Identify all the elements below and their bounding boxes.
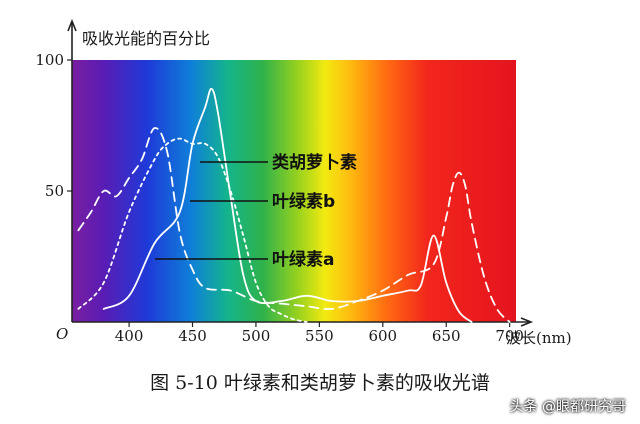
carotenoid-label: 类胡萝卜素 [272, 152, 357, 173]
chlorophyll-b-curve [102, 87, 473, 323]
chlorophyll-a-label: 叶绿素a [272, 249, 334, 270]
figure-caption: 图 5-10 叶绿素和类胡萝卜素的吸收光谱 [150, 372, 490, 394]
x-tick-label: 400 [115, 327, 144, 345]
x-tick-label: 600 [368, 327, 397, 345]
axes [67, 18, 534, 327]
y-axis-arrow [67, 18, 77, 32]
chlorophyll-b-label: 叶绿素b [272, 191, 335, 212]
y-tick-label: 100 [35, 51, 64, 69]
y-axis-title: 吸收光能的百分比 [82, 29, 210, 48]
watermark-text: 头条 @眼都研究哥 [509, 399, 626, 415]
x-tick-label: 700 [495, 327, 524, 345]
chlorophyll-a-curve [77, 127, 511, 323]
origin-label: O [56, 325, 68, 343]
x-axis-arrow [520, 317, 534, 327]
spectrum-background [72, 60, 516, 322]
x-tick-label: 650 [432, 327, 461, 345]
x-tick-label: 450 [178, 327, 207, 345]
y-tick-label: 50 [45, 182, 64, 200]
x-tick-label: 500 [242, 327, 271, 345]
carotenoid-curve [77, 137, 308, 323]
x-tick-label: 550 [305, 327, 334, 345]
series-layer [77, 87, 511, 323]
x-axis-title: 波长(nm) [506, 329, 572, 347]
